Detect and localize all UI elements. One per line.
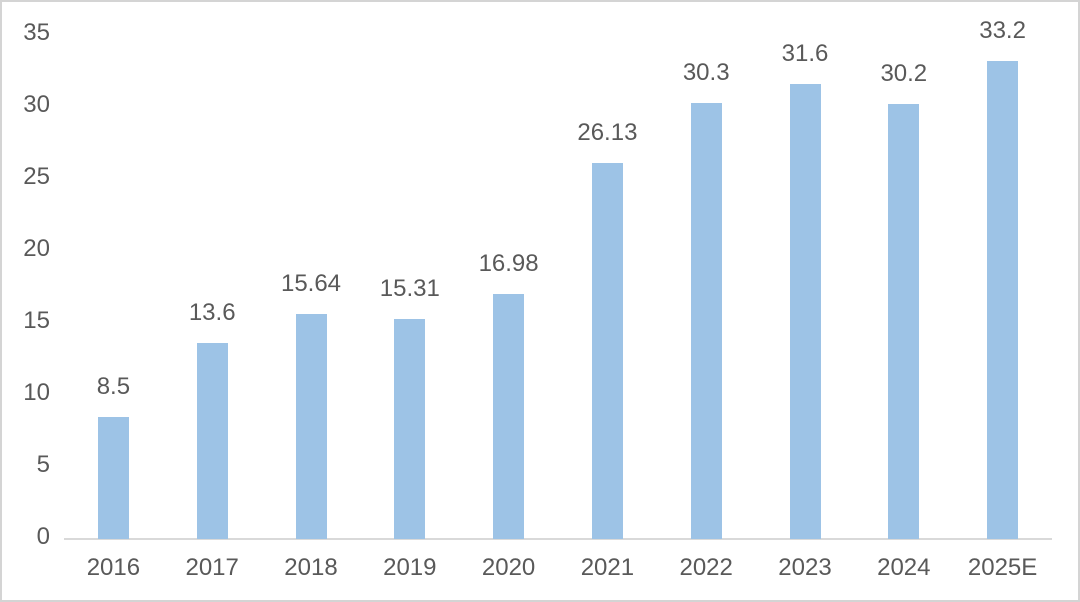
y-axis-tick-label: 35 (23, 19, 50, 46)
y-axis-tick-label: 10 (23, 379, 50, 406)
x-axis-category-label: 2018 (284, 554, 338, 581)
x-axis-line (64, 538, 1052, 540)
bar-value-label: 13.6 (188, 299, 236, 327)
bar-value-label: 15.31 (379, 274, 440, 302)
bar-value-label: 30.3 (682, 58, 730, 86)
bar-value-label: 26.13 (577, 118, 638, 146)
bar (690, 102, 722, 539)
x-axis-category-label: 2022 (679, 554, 733, 581)
bar-value-label: 31.6 (781, 39, 829, 67)
y-axis-tick-label: 15 (23, 307, 50, 334)
y-axis-tick-label: 0 (36, 523, 50, 550)
y-axis-tick-label: 25 (23, 163, 50, 190)
y-axis-tick-label: 5 (36, 451, 50, 478)
bar (493, 294, 525, 539)
bar (789, 83, 821, 539)
x-axis-category-label: 2024 (877, 554, 931, 581)
bar (97, 416, 129, 539)
x-axis-category-label: 2019 (383, 554, 437, 581)
bar (196, 343, 228, 539)
bar (394, 318, 426, 539)
bar-value-label: 16.98 (478, 250, 539, 278)
x-axis-category-label: 2016 (86, 554, 141, 581)
bar-value-label: 30.2 (880, 60, 928, 88)
bar (888, 104, 920, 539)
bar-value-label: 8.5 (96, 372, 131, 400)
y-axis-tick-label: 20 (23, 235, 50, 262)
x-axis-category-label: 2025E (967, 554, 1038, 581)
bar-value-label: 15.64 (280, 269, 342, 297)
bar (987, 60, 1019, 539)
x-axis-category-label: 2017 (185, 554, 239, 581)
bar (591, 162, 623, 539)
bar (295, 313, 327, 539)
x-axis-category-label: 2021 (580, 554, 635, 581)
y-axis-tick-label: 30 (23, 91, 50, 118)
x-axis-category-label: 2023 (778, 554, 832, 581)
x-axis-category-label: 2020 (481, 554, 536, 581)
bar-value-label: 33.2 (979, 16, 1026, 44)
